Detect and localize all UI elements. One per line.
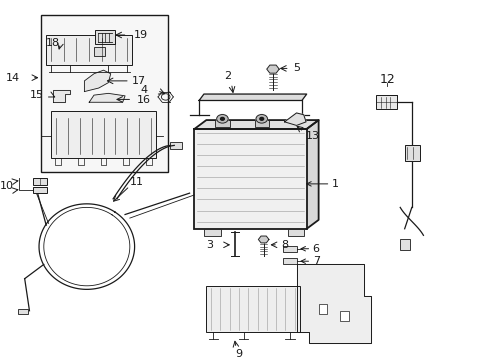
Text: 12: 12 [379, 73, 395, 86]
Bar [404, 145, 419, 161]
Bar [340, 311, 348, 321]
Circle shape [216, 114, 228, 123]
Text: 6: 6 [301, 244, 319, 254]
Bar [203, 229, 220, 236]
Bar [41, 15, 168, 172]
Polygon shape [266, 65, 279, 73]
Text: 19: 19 [133, 30, 147, 40]
Bar [282, 258, 297, 264]
Bar [33, 187, 46, 193]
Polygon shape [306, 120, 318, 229]
Bar [375, 95, 397, 109]
Polygon shape [284, 113, 305, 125]
Bar [254, 120, 268, 127]
Text: 7: 7 [301, 256, 319, 266]
Text: 1: 1 [306, 179, 338, 189]
Bar [287, 229, 304, 236]
Bar [93, 47, 105, 56]
Text: 10: 10 [0, 181, 14, 191]
Text: 3: 3 [206, 240, 213, 250]
Polygon shape [258, 236, 268, 243]
Polygon shape [194, 120, 318, 129]
Text: 8: 8 [281, 240, 288, 250]
Bar [33, 178, 46, 185]
Text: 15: 15 [30, 90, 44, 100]
Bar [318, 304, 326, 314]
Polygon shape [89, 93, 125, 102]
Bar [194, 129, 306, 229]
Text: 11: 11 [130, 177, 143, 188]
Text: 4: 4 [141, 85, 147, 95]
Polygon shape [297, 264, 370, 343]
Text: 9: 9 [235, 348, 242, 359]
Text: 14: 14 [6, 73, 20, 83]
Bar [170, 142, 182, 149]
Bar [51, 111, 156, 158]
Text: 2: 2 [224, 71, 231, 81]
Polygon shape [53, 90, 70, 102]
Bar [399, 239, 409, 250]
Text: 5: 5 [293, 63, 300, 73]
Bar [206, 286, 299, 332]
Circle shape [220, 117, 224, 120]
Text: 17: 17 [132, 76, 146, 86]
Bar [46, 35, 132, 65]
Bar [215, 120, 229, 127]
Polygon shape [199, 94, 306, 100]
Polygon shape [84, 70, 110, 91]
Bar [18, 309, 28, 314]
Text: 18: 18 [46, 37, 60, 48]
Circle shape [256, 114, 267, 123]
Text: 16: 16 [137, 95, 151, 105]
Bar [282, 246, 297, 252]
Text: 13: 13 [305, 131, 320, 141]
Bar [95, 30, 114, 44]
Circle shape [259, 117, 263, 120]
